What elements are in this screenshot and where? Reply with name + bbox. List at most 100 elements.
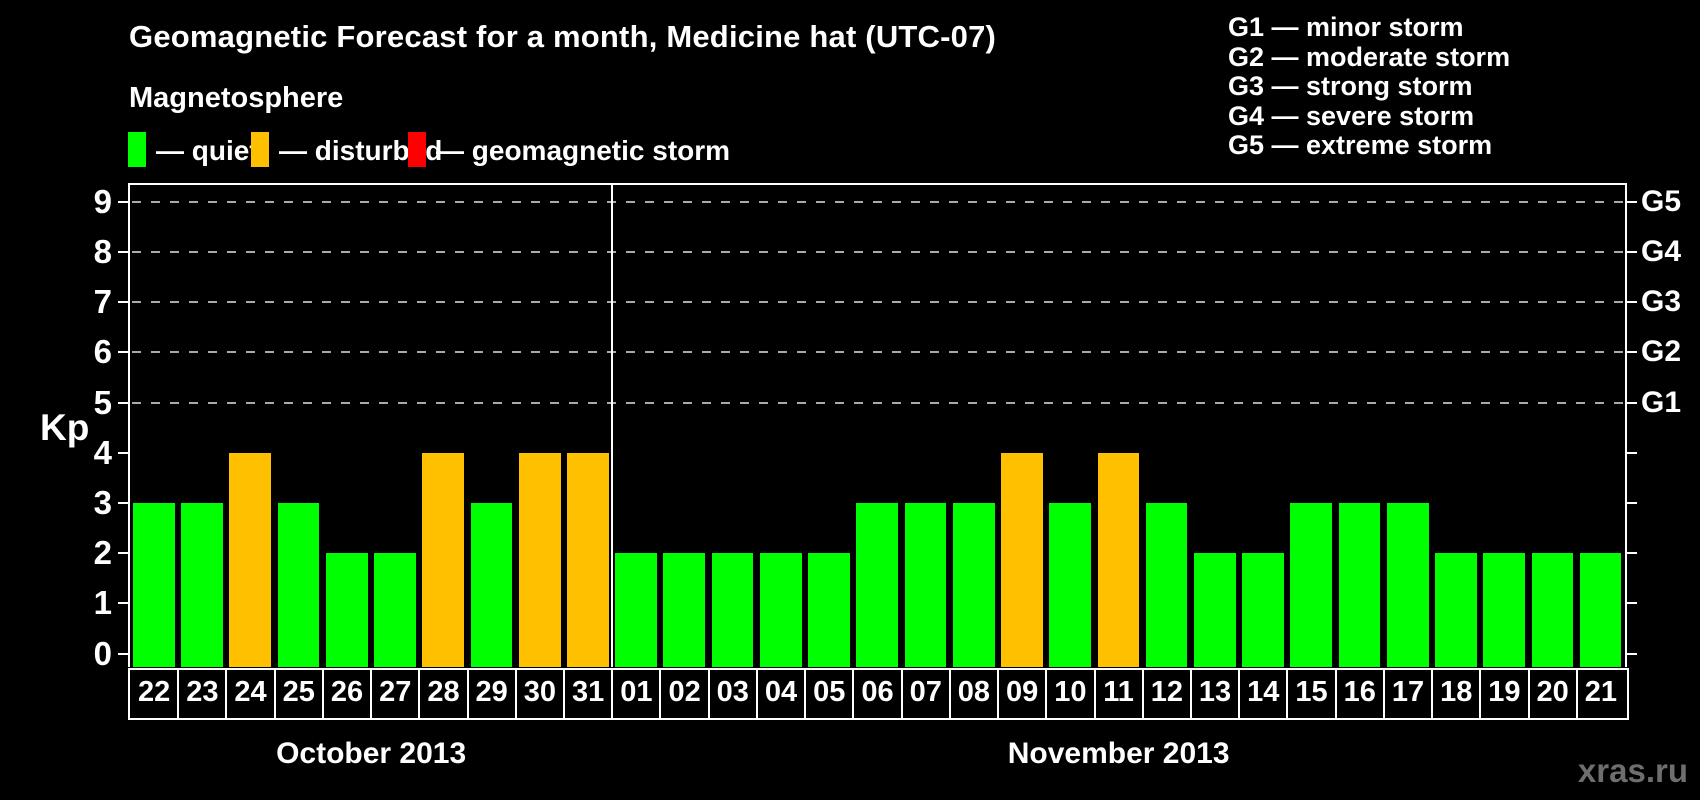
- g-legend-line: G2 — moderate storm: [1228, 41, 1511, 72]
- kp-bar-14: [1242, 553, 1284, 667]
- day-label-13: 13: [1198, 676, 1232, 708]
- kp-bar-15: [1290, 502, 1333, 667]
- quiet-legend-label: — quiet: [156, 135, 259, 166]
- y-tick-label-5: 5: [93, 383, 112, 421]
- day-box-divider: [1382, 668, 1385, 718]
- day-box-divider: [1286, 668, 1289, 718]
- kp-bar-09: [1001, 452, 1043, 667]
- kp-bar-18: [1435, 553, 1477, 667]
- day-label-31: 31: [572, 676, 605, 708]
- day-label-19: 19: [1488, 676, 1521, 708]
- gridline-kp-9: [132, 200, 1623, 203]
- kp-bar-26: [325, 553, 368, 667]
- gridline-kp-7: [132, 301, 1623, 304]
- y-tick-right-8: [1627, 250, 1637, 253]
- kp-bar-10: [1049, 502, 1091, 667]
- y-tick-label-1: 1: [93, 584, 112, 622]
- kp-bar-21: [1579, 553, 1622, 667]
- day-label-15: 15: [1295, 676, 1328, 708]
- day-box-divider: [611, 668, 614, 718]
- kp-bar-20: [1531, 553, 1574, 667]
- gridline-kp-5: [132, 401, 1623, 404]
- day-label-24: 24: [234, 676, 267, 708]
- magnetosphere-subtitle: Magnetosphere: [129, 82, 344, 114]
- kp-bar-23: [181, 502, 223, 667]
- kp-bar-12: [1145, 502, 1188, 667]
- day-label-07: 07: [909, 676, 942, 708]
- quiet-color-swatch: [128, 132, 146, 167]
- day-label-29: 29: [475, 676, 508, 708]
- day-label-30: 30: [523, 676, 557, 708]
- day-label-16: 16: [1343, 676, 1376, 708]
- storm-color-swatch: [408, 132, 426, 167]
- y-tick-left-8: [118, 250, 128, 253]
- y-tick-right-4: [1627, 451, 1637, 454]
- day-label-row-border: [128, 668, 1629, 720]
- day-box-divider: [418, 668, 421, 718]
- day-label-28: 28: [427, 676, 460, 708]
- day-label-21: 21: [1584, 676, 1617, 708]
- kp-bar-30: [518, 452, 561, 667]
- day-box-divider: [273, 668, 276, 718]
- right-axis-label-G3: G3: [1641, 285, 1682, 319]
- y-tick-label-0: 0: [93, 634, 112, 672]
- kp-bar-03: [711, 553, 754, 667]
- day-label-20: 20: [1536, 676, 1569, 708]
- kp-bar-22: [133, 502, 175, 667]
- y-tick-right-1: [1627, 602, 1637, 605]
- kp-bar-02: [663, 553, 706, 667]
- y-tick-left-2: [118, 552, 128, 555]
- day-box-divider: [1527, 668, 1530, 718]
- day-box-divider: [1189, 668, 1192, 718]
- kp-bar-27: [374, 553, 416, 667]
- day-box-divider: [225, 668, 228, 718]
- day-label-12: 12: [1150, 676, 1183, 708]
- kp-bar-19: [1483, 553, 1526, 667]
- y-tick-left-5: [118, 401, 128, 404]
- y-tick-left-4: [118, 451, 128, 454]
- gridline-kp-6: [132, 351, 1623, 354]
- day-box-divider: [900, 668, 903, 718]
- day-box-divider: [948, 668, 951, 718]
- kp-bar-29: [470, 502, 513, 667]
- day-box-divider: [466, 668, 469, 718]
- g-legend-line: G5 — extreme storm: [1228, 130, 1493, 160]
- month-label: October 2013: [276, 737, 467, 770]
- day-box-divider: [755, 668, 758, 718]
- month-separator: [611, 185, 614, 667]
- y-tick-right-2: [1627, 552, 1637, 555]
- day-box-divider: [804, 668, 807, 718]
- day-box-divider: [514, 668, 517, 718]
- day-box-divider: [1431, 668, 1434, 718]
- plot-border-right: [1625, 183, 1627, 667]
- kp-bar-28: [422, 452, 465, 667]
- day-box-divider: [177, 668, 180, 718]
- day-label-18: 18: [1440, 676, 1473, 708]
- y-tick-label-6: 6: [93, 333, 112, 371]
- y-tick-right-6: [1627, 351, 1637, 354]
- day-label-02: 02: [668, 676, 701, 708]
- y-tick-label-8: 8: [93, 232, 112, 270]
- day-box-divider: [852, 668, 855, 718]
- kp-bar-16: [1338, 502, 1381, 667]
- y-tick-right-3: [1627, 501, 1637, 504]
- day-box-divider: [1238, 668, 1241, 718]
- kp-bar-31: [567, 452, 609, 667]
- day-box-divider: [1045, 668, 1048, 718]
- day-box-divider: [370, 668, 373, 718]
- g-legend-line: G3 — strong storm: [1228, 71, 1473, 101]
- day-box-divider: [707, 668, 710, 718]
- gridline-kp-8: [132, 250, 1623, 253]
- day-box-divider: [659, 668, 662, 718]
- y-tick-right-5: [1627, 401, 1637, 404]
- y-axis-label-kp: Kp: [40, 407, 90, 448]
- kp-bar-08: [952, 502, 995, 667]
- y-tick-right-9: [1627, 200, 1637, 203]
- day-label-09: 09: [1006, 676, 1039, 708]
- kp-bar-13: [1193, 553, 1236, 667]
- y-tick-left-6: [118, 351, 128, 354]
- day-box-divider: [997, 668, 1000, 718]
- kp-bar-11: [1097, 452, 1140, 667]
